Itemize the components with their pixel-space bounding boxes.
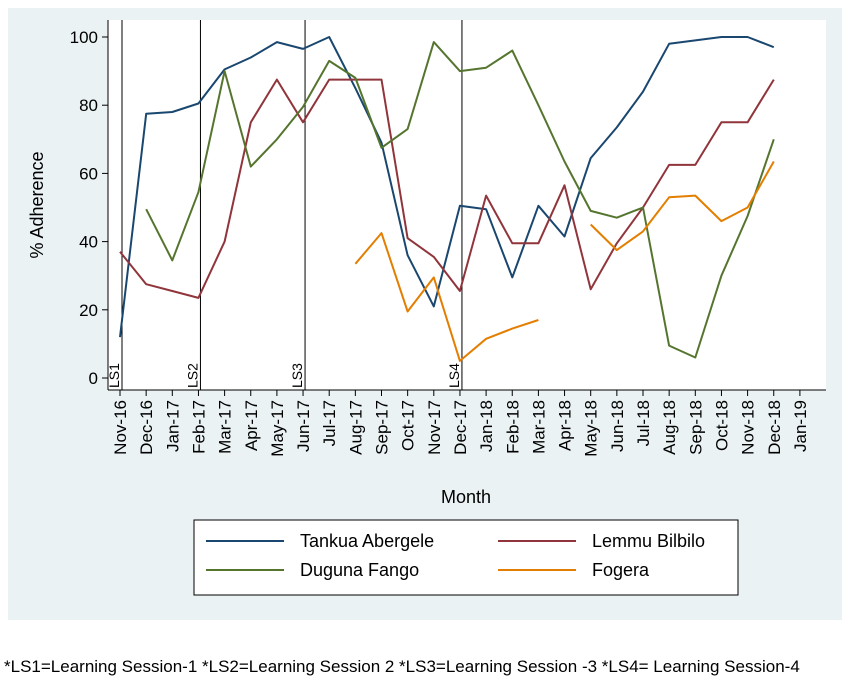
legend-label-duguna-fango: Duguna Fango <box>300 560 419 580</box>
session-label-ls3: LS3 <box>289 363 305 388</box>
session-label-ls2: LS2 <box>184 363 200 388</box>
x-tick-label: Dec-18 <box>765 400 784 455</box>
x-tick-label: Dec-17 <box>451 400 470 455</box>
x-tick-label: Jan-17 <box>163 400 182 452</box>
x-tick-label: May-17 <box>268 400 287 457</box>
series-line-lemmu-bilbilo <box>119 78 775 299</box>
legend-label-tankua-abergele: Tankua Abergele <box>300 531 434 551</box>
y-tick-label: 60 <box>79 164 98 183</box>
x-tick-label: Feb-18 <box>503 400 522 454</box>
x-tick-label: Jan-19 <box>791 400 810 452</box>
x-tick-label: Jun-18 <box>608 400 627 452</box>
x-tick-label: Jul-18 <box>634 400 653 446</box>
y-axis-title: % Adherence <box>27 151 47 258</box>
y-axis: 0 20 40 60 80 100 <box>70 20 109 390</box>
x-tick-label: Jun-17 <box>294 400 313 452</box>
x-tick-label: Sep-17 <box>373 400 392 455</box>
session-label-ls4: LS4 <box>446 363 462 388</box>
series-line-tankua-abergele <box>119 36 775 338</box>
x-tick-label: Apr-17 <box>242 400 261 451</box>
y-tick-label: 20 <box>79 301 98 320</box>
y-tick-label: 0 <box>89 369 98 388</box>
x-tick-label: Sep-18 <box>686 400 705 455</box>
x-tick-label: Aug-17 <box>346 400 365 455</box>
x-tick-label: Oct-18 <box>712 400 731 451</box>
legend-box <box>193 519 739 596</box>
legend: Tankua Abergele Lemmu Bilbilo Duguna Fango… <box>193 519 739 596</box>
series-line-duguna-fango <box>145 41 775 359</box>
legend-label-lemmu-bilbilo: Lemmu Bilbilo <box>592 531 705 551</box>
x-tick-label: Nov-17 <box>425 400 444 455</box>
x-axis-title: Month <box>441 487 491 507</box>
x-tick-label: Nov-16 <box>111 400 130 455</box>
x-tick-label: Mar-17 <box>216 400 235 454</box>
x-tick-label: Nov-18 <box>739 400 758 455</box>
legend-label-fogera: Fogera <box>592 560 650 580</box>
y-tick-label: 80 <box>79 96 98 115</box>
x-tick-label: Oct-17 <box>399 400 418 451</box>
x-tick-label: Dec-16 <box>137 400 156 455</box>
series-lines <box>119 36 775 362</box>
plot-area <box>108 20 826 390</box>
x-tick-label: Apr-18 <box>556 400 575 451</box>
y-tick-label: 100 <box>70 28 98 47</box>
x-tick-label: May-18 <box>582 400 601 457</box>
x-tick-label: Jan-18 <box>477 400 496 452</box>
x-axis: Nov-16 Dec-16 Jan-17 Feb-17 Mar-17 Apr-17 May-… <box>108 389 826 457</box>
x-tick-label: Mar-18 <box>529 400 548 454</box>
series-line-fogera <box>354 161 775 362</box>
footnote: *LS1=Learning Session-1 *LS2=Learning Se… <box>4 657 800 676</box>
x-tick-label: Feb-17 <box>189 400 208 454</box>
x-tick-label: Jul-17 <box>320 400 339 446</box>
x-tick-label: Aug-18 <box>660 400 679 455</box>
session-label-ls1: LS1 <box>106 363 122 388</box>
y-tick-label: 40 <box>79 233 98 252</box>
